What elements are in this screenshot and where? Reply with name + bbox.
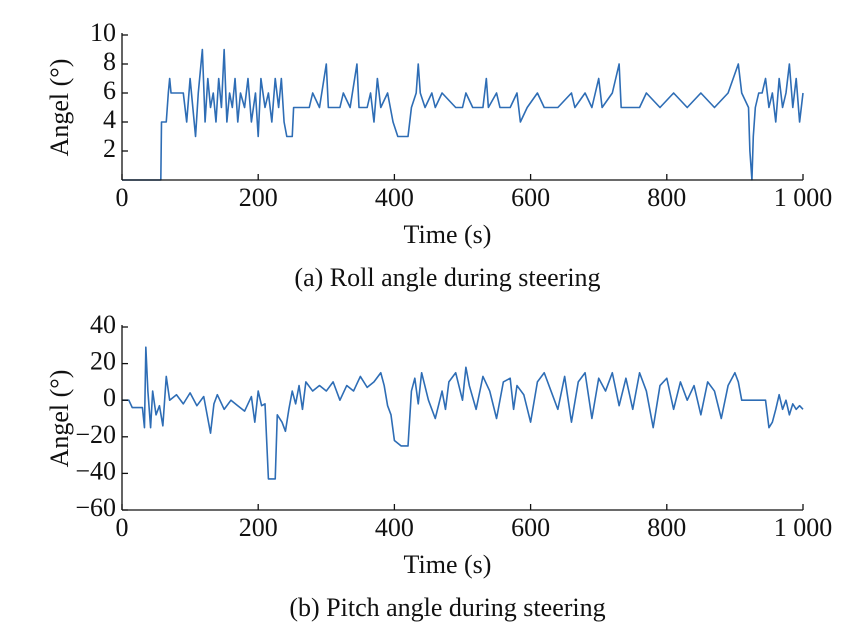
caption: (a) Roll angle during steering (294, 263, 600, 292)
x-axis-label: Time (s) (404, 220, 492, 249)
x-tick-label: 600 (511, 183, 550, 212)
y-tick-label: −40 (75, 456, 116, 485)
x-tick-label: 1 000 (774, 513, 833, 542)
y-tick-label: 0 (103, 383, 116, 412)
x-tick-label: 0 (116, 183, 129, 212)
y-tick-label: −60 (75, 493, 116, 522)
x-tick-label: 600 (511, 513, 550, 542)
x-tick-label: 400 (375, 183, 414, 212)
x-tick-label: 1 000 (774, 183, 833, 212)
y-tick-label: 2 (103, 134, 116, 163)
y-tick-label: 10 (90, 18, 116, 47)
y-tick-label: 8 (103, 47, 116, 76)
x-tick-label: 200 (239, 183, 278, 212)
y-tick-label: 20 (90, 347, 116, 376)
x-tick-label: 200 (239, 513, 278, 542)
y-tick-label: 6 (103, 76, 116, 105)
x-tick-label: 0 (116, 513, 129, 542)
y-tick-label: 4 (103, 105, 116, 134)
y-tick-label: 40 (90, 310, 116, 339)
data-line (122, 346, 804, 480)
data-line (122, 48, 804, 181)
x-tick-label: 800 (647, 513, 686, 542)
y-axis-label: Angel (°) (45, 59, 74, 157)
y-tick-label: −20 (75, 420, 116, 449)
x-axis-label: Time (s) (404, 550, 492, 579)
x-tick-label: 800 (647, 183, 686, 212)
y-axis-label: Angel (°) (45, 370, 74, 468)
x-tick-label: 400 (375, 513, 414, 542)
caption: (b) Pitch angle during steering (289, 593, 605, 622)
